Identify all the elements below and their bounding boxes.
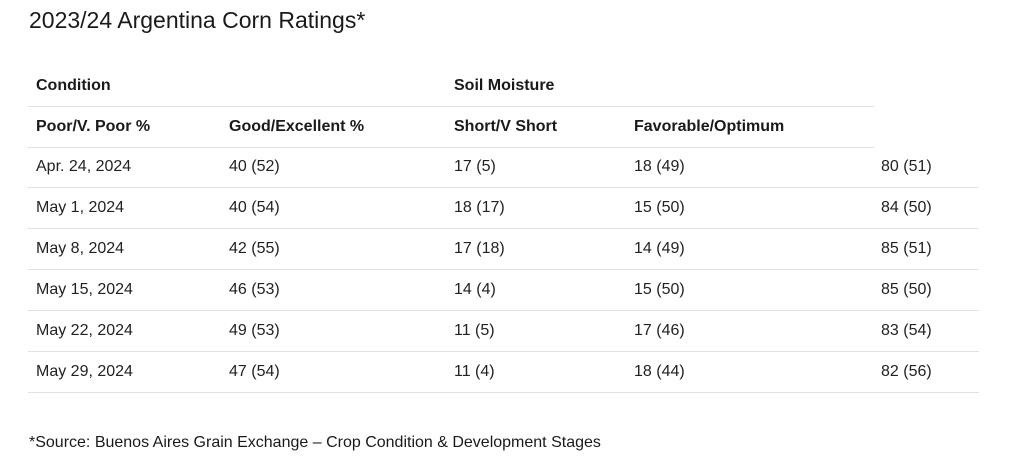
column-header-poor: Poor/V. Poor % <box>36 118 151 135</box>
favorable-cell: 85 (50) <box>881 281 932 298</box>
page-title: 2023/24 Argentina Corn Ratings* <box>29 7 366 33</box>
poor-cell: 47 (54) <box>229 363 280 380</box>
date-cell: Apr. 24, 2024 <box>36 158 132 175</box>
poor-cell: 40 (54) <box>229 199 280 216</box>
favorable-cell: 85 (51) <box>881 240 932 257</box>
table-group-header-row: Condition Soil Moisture <box>28 65 874 107</box>
short-cell: 15 (50) <box>634 199 685 216</box>
table-row: May 29, 2024 47 (54) 11 (4) 18 (44) 82 (56) <box>28 352 979 393</box>
column-header-good-excellent: Good/Excellent % <box>229 118 365 135</box>
table-row: May 1, 2024 40 (54) 18 (17) 15 (50) 84 (50) <box>28 188 979 229</box>
column-header-short: Short/V Short <box>454 118 558 135</box>
column-header-favorable: Favorable/Optimum <box>634 118 785 135</box>
poor-cell: 46 (53) <box>229 281 280 298</box>
soil-moisture-group-header: Soil Moisture <box>454 77 555 94</box>
poor-cell: 42 (55) <box>229 240 280 257</box>
poor-cell: 49 (53) <box>229 322 280 339</box>
short-cell: 18 (49) <box>634 158 685 175</box>
condition-group-header: Condition <box>36 77 111 94</box>
good-excellent-cell: 11 (4) <box>454 363 495 380</box>
table-row: May 22, 2024 49 (53) 11 (5) 17 (46) 83 (54) <box>28 311 979 352</box>
date-cell: May 22, 2024 <box>36 322 133 339</box>
table-row: May 8, 2024 42 (55) 17 (18) 14 (49) 85 (51) <box>28 229 979 270</box>
good-excellent-cell: 18 (17) <box>454 199 505 216</box>
date-cell: May 15, 2024 <box>36 281 133 298</box>
date-cell: May 8, 2024 <box>36 240 125 257</box>
date-cell: May 29, 2024 <box>36 363 133 380</box>
favorable-cell: 80 (51) <box>881 158 932 175</box>
short-cell: 15 (50) <box>634 281 685 298</box>
good-excellent-cell: 17 (18) <box>454 240 505 257</box>
good-excellent-cell: 14 (4) <box>454 281 496 298</box>
favorable-cell: 83 (54) <box>881 322 932 339</box>
poor-cell: 40 (52) <box>229 158 280 175</box>
table-row: Apr. 24, 2024 40 (52) 17 (5) 18 (49) 80 (51) <box>28 147 979 188</box>
favorable-cell: 84 (50) <box>881 199 932 216</box>
favorable-cell: 82 (56) <box>881 363 932 380</box>
good-excellent-cell: 17 (5) <box>454 158 496 175</box>
short-cell: 17 (46) <box>634 322 685 339</box>
source-note: *Source: Buenos Aires Grain Exchange – C… <box>29 434 601 451</box>
table-column-header-row: Poor/V. Poor % Good/Excellent % Short/V … <box>28 106 874 148</box>
date-cell: May 1, 2024 <box>36 199 125 216</box>
short-cell: 14 (49) <box>634 240 685 257</box>
short-cell: 18 (44) <box>634 363 685 380</box>
table-row: May 15, 2024 46 (53) 14 (4) 15 (50) 85 (50) <box>28 270 979 311</box>
good-excellent-cell: 11 (5) <box>454 322 495 339</box>
